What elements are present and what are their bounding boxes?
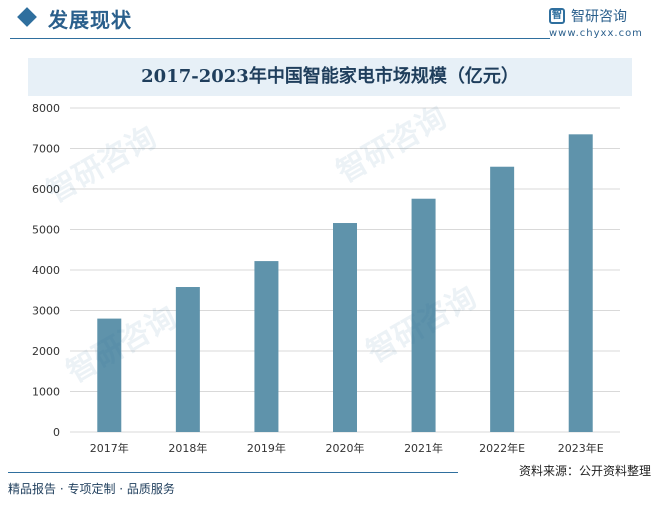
bar	[333, 223, 357, 432]
logo: 智 智研咨询 www.chyxx.com	[549, 6, 649, 42]
footer-tagline: 精品报告 · 专项定制 · 品质服务	[8, 482, 175, 496]
y-tick-labels: 0 1000 2000 3000 4000 5000 6000 7000 8000	[32, 102, 60, 439]
bar	[411, 198, 436, 432]
x-tick-labels: 2017年 2018年 2019年 2020年 2021年 2022年E 2023年E	[90, 441, 604, 455]
bar	[97, 318, 122, 432]
x-tick-label: 2020年	[326, 441, 365, 455]
logo-name: 智研咨询	[571, 9, 627, 25]
x-tick-label: 2023年E	[558, 441, 604, 455]
y-tick-label: 6000	[32, 183, 60, 196]
y-tick-label: 8000	[32, 102, 60, 115]
x-tick-label: 2021年	[404, 441, 443, 455]
y-tick-label: 2000	[32, 345, 60, 358]
footer-divider	[8, 472, 458, 473]
logo-icon: 智	[549, 8, 565, 24]
bar	[568, 134, 593, 432]
x-tick-label: 2018年	[168, 441, 207, 455]
diamond-icon	[17, 7, 37, 27]
x-tick-label: 2019年	[247, 441, 286, 455]
chart-title: 2017-2023年中国智能家电市场规模（亿元）	[141, 66, 519, 87]
chart-title-band: 2017-2023年中国智能家电市场规模（亿元）	[28, 58, 632, 96]
y-tick-label: 5000	[32, 224, 60, 237]
bars	[97, 134, 593, 432]
bar	[490, 166, 515, 432]
logo-url: www.chyxx.com	[549, 28, 643, 39]
header: 发展现状 智 智研咨询 www.chyxx.com	[0, 0, 663, 44]
y-tick-label: 0	[53, 426, 60, 439]
y-tick-label: 4000	[32, 264, 60, 277]
y-tick-label: 1000	[32, 386, 60, 399]
x-tick-label: 2017年	[90, 441, 129, 455]
bar	[175, 287, 200, 432]
x-tick-label: 2022年E	[479, 441, 525, 455]
bar	[254, 261, 279, 432]
source-note: 资料来源：公开资料整理	[518, 464, 651, 478]
page-title: 发展现状	[48, 8, 132, 32]
header-divider	[10, 38, 550, 39]
y-tick-label: 3000	[32, 305, 60, 318]
y-tick-label: 7000	[32, 143, 60, 156]
